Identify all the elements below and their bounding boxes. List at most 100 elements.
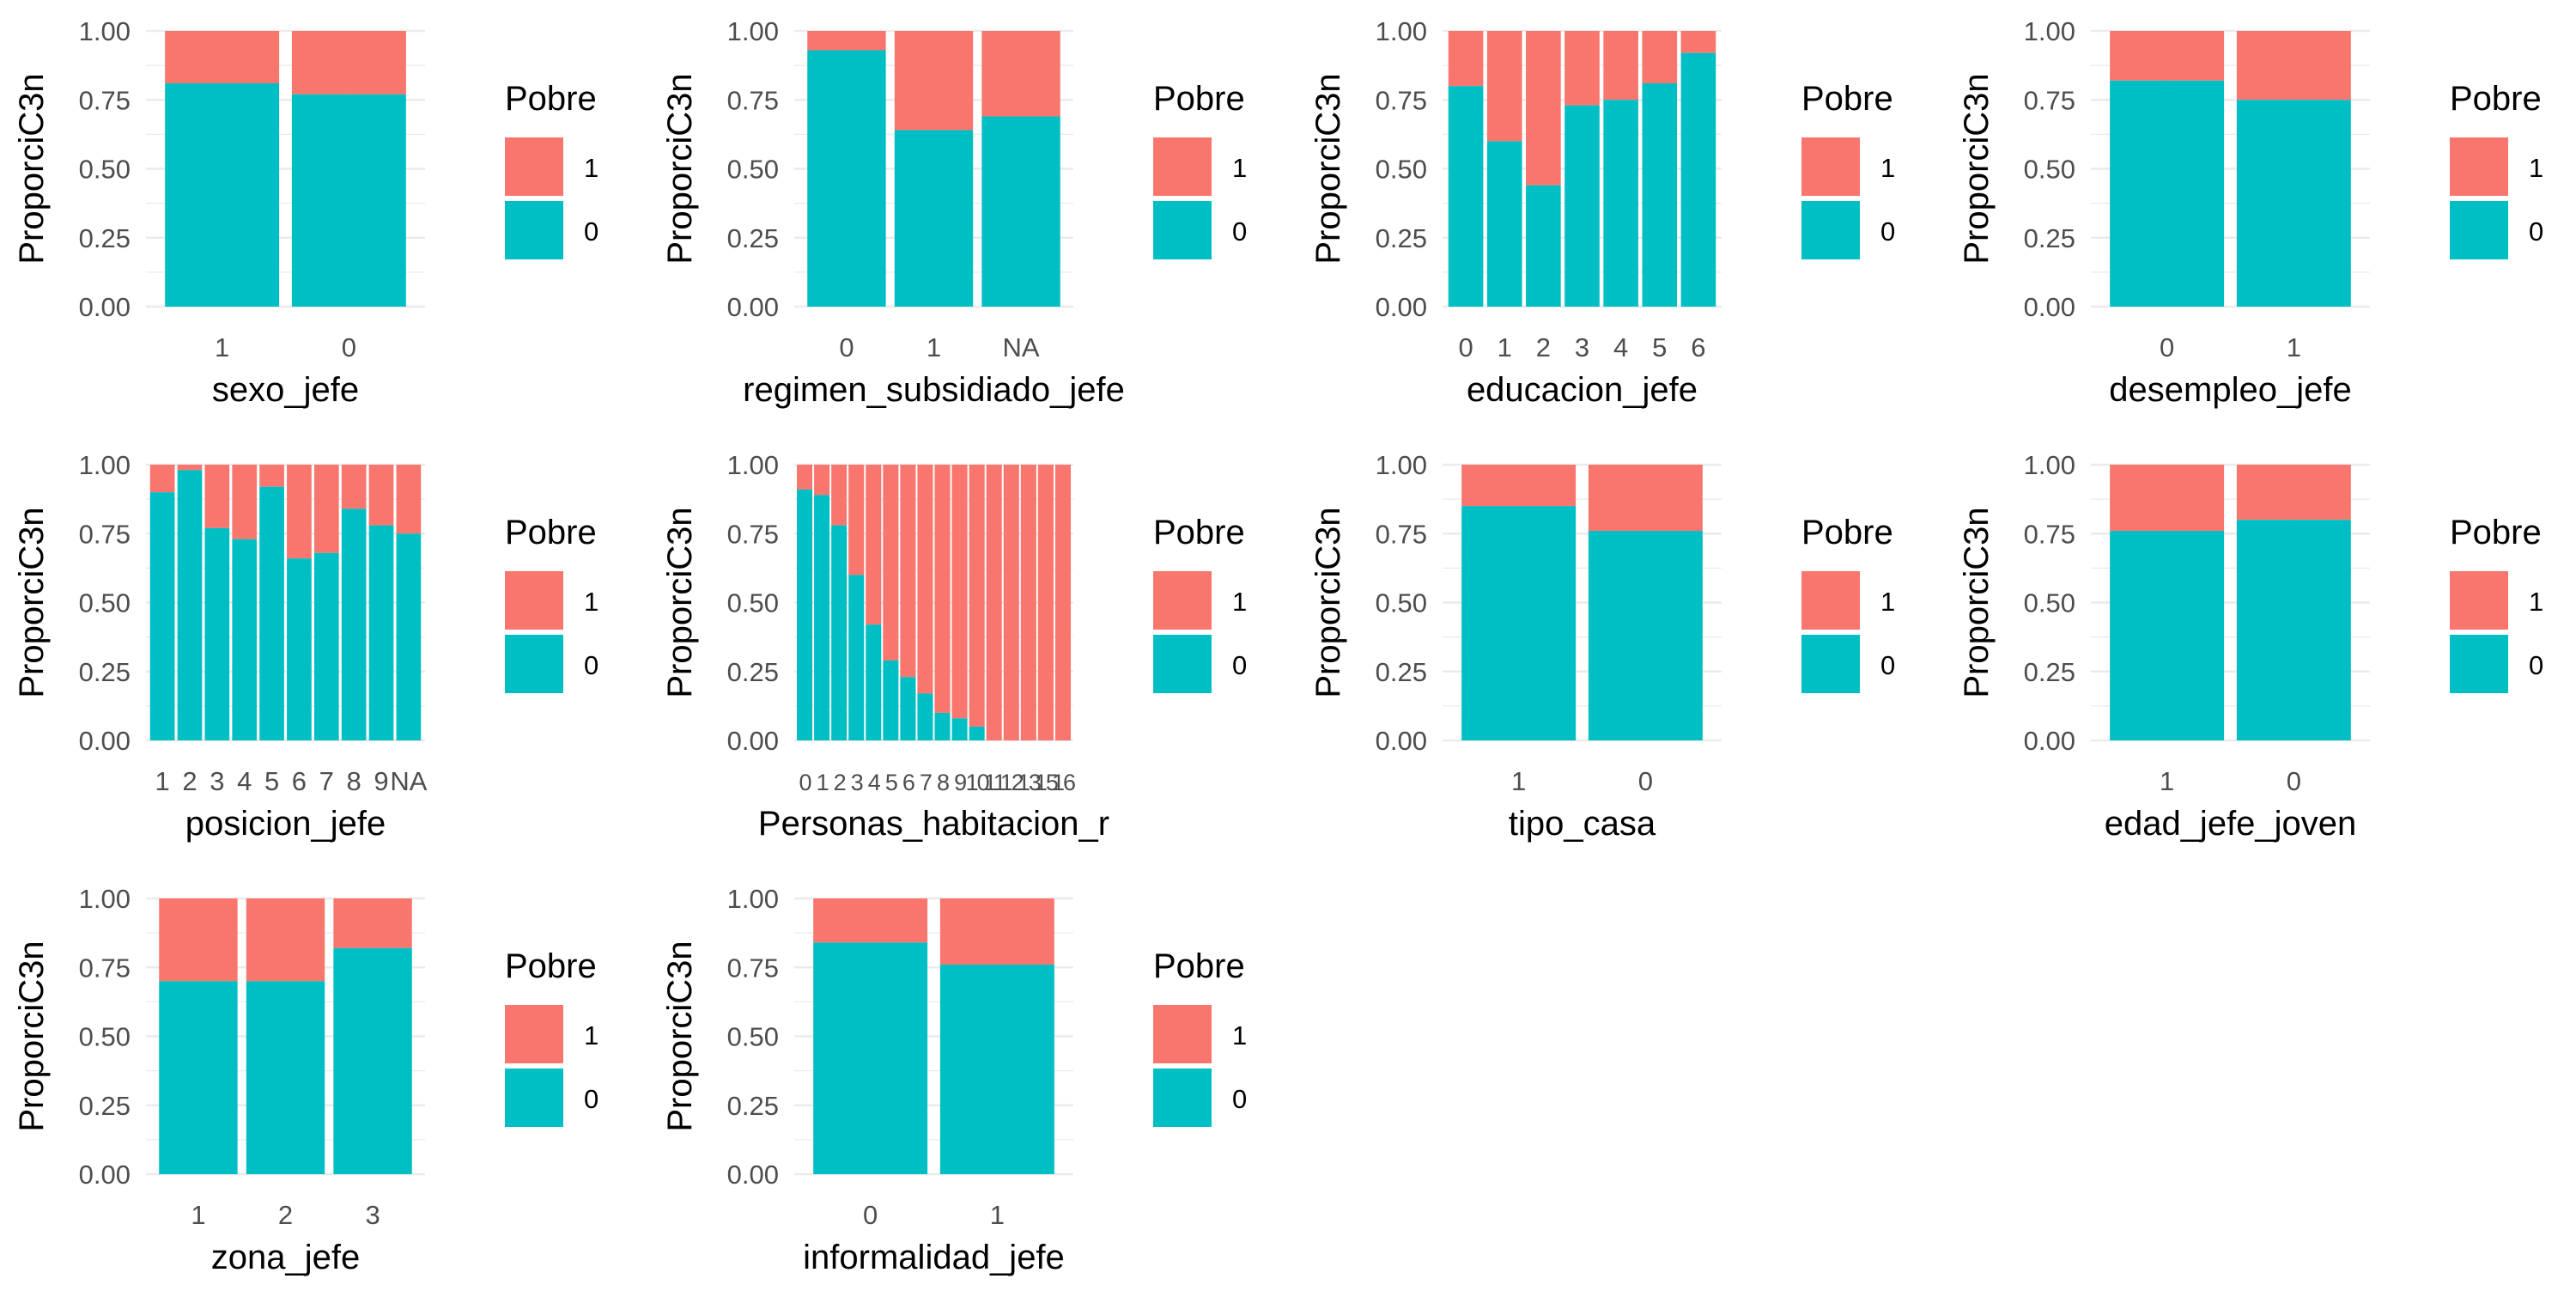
x-tick-label: 5 bbox=[885, 770, 897, 795]
chart-panel-educacion-jefe: 0.00 0.25 0.50 0.75 1.00 0 1 2 3 4 5 6 educacion_jef… bbox=[1297, 0, 1945, 429]
y-axis-title: ProporciC3n bbox=[1958, 73, 1996, 264]
bar-segment-pobre-0 bbox=[1486, 141, 1522, 307]
bars bbox=[2110, 31, 2351, 307]
legend: Pobre 1 0 bbox=[1801, 80, 1895, 259]
x-tick-label: 1 bbox=[191, 1200, 205, 1230]
chart-svg: 0.000.250.500.751.000 1desempleo_jefeProp… bbox=[1958, 16, 2543, 409]
x-tick-label: NA bbox=[1003, 332, 1040, 362]
legend: Pobre 1 0 bbox=[1153, 947, 1247, 1127]
x-tick-label: 6 bbox=[292, 766, 307, 796]
legend-title: Pobre bbox=[2450, 80, 2542, 118]
y-axis-title: ProporciC3n bbox=[13, 941, 51, 1131]
bar-segment-pobre-1 bbox=[1003, 465, 1019, 740]
legend-label: 1 bbox=[584, 587, 598, 617]
y-tick-labels: 0.00 0.25 0.50 0.75 1.00 bbox=[727, 884, 779, 1190]
legend-label: 1 bbox=[2529, 153, 2543, 183]
y-tick-label: 0.75 bbox=[1376, 519, 1427, 549]
y-axis-title: ProporciC3n bbox=[1958, 507, 1996, 697]
bar-segment-pobre-1 bbox=[1461, 465, 1577, 507]
bar-segment-pobre-1 bbox=[831, 465, 848, 526]
x-axis-title: sexo_jefe bbox=[212, 371, 359, 409]
legend-swatch bbox=[2450, 201, 2508, 259]
bar-segment-pobre-0 bbox=[2110, 80, 2225, 307]
bar-segment-pobre-0 bbox=[981, 116, 1060, 307]
y-tick-label: 1.00 bbox=[2024, 450, 2075, 480]
x-tick-label: 4 bbox=[868, 770, 881, 795]
bar-segment-pobre-0 bbox=[797, 489, 813, 740]
x-tick-label: 0 bbox=[2160, 332, 2174, 362]
x-tick-label: 0 bbox=[839, 332, 854, 362]
bar-segment-pobre-1 bbox=[1020, 465, 1036, 740]
x-tick-label: 1 bbox=[1498, 332, 1512, 362]
bar-segment-pobre-1 bbox=[894, 31, 974, 131]
y-tick-label: 0.25 bbox=[727, 1091, 779, 1121]
chart-svg: 0.000.250.500.751.001 2 3 4 5 6 7 8 9 NAposicion_… bbox=[13, 450, 598, 843]
x-tick-label: 10 bbox=[966, 770, 989, 795]
legend-label: 1 bbox=[584, 153, 598, 183]
y-tick-label: 0.00 bbox=[2024, 292, 2075, 322]
y-tick-label: 0.00 bbox=[79, 292, 131, 322]
y-tick-labels: 0.00 0.25 0.50 0.75 1.00 bbox=[79, 884, 131, 1190]
bar-segment-pobre-0 bbox=[291, 94, 406, 307]
bar-segment-pobre-0 bbox=[1588, 531, 1703, 740]
bar-segment-pobre-0 bbox=[939, 965, 1054, 1174]
x-tick-label: 5 bbox=[264, 766, 279, 796]
y-tick-label: 0.75 bbox=[727, 85, 779, 115]
x-tick-label: 0 bbox=[1638, 766, 1653, 796]
bar-segment-pobre-1 bbox=[807, 31, 886, 51]
legend: Pobre 1 0 bbox=[2450, 80, 2543, 259]
y-tick-label: 0.50 bbox=[2024, 588, 2075, 618]
bar-segment-pobre-0 bbox=[368, 525, 394, 740]
y-tick-label: 0.00 bbox=[1376, 726, 1427, 756]
legend-swatch bbox=[1153, 571, 1212, 630]
bar-segment-pobre-0 bbox=[831, 525, 848, 740]
legend-title: Pobre bbox=[505, 514, 597, 551]
legend-title: Pobre bbox=[1153, 947, 1245, 985]
bar-segment-pobre-1 bbox=[883, 465, 899, 661]
chart-svg: 0.000.250.500.751.000 1informalidad_jefeP… bbox=[661, 884, 1247, 1276]
bar-segment-pobre-0 bbox=[951, 718, 968, 740]
legend-label: 0 bbox=[584, 1084, 598, 1114]
y-tick-labels: 0.00 0.25 0.50 0.75 1.00 bbox=[727, 450, 779, 756]
y-tick-labels: 0.00 0.25 0.50 0.75 1.00 bbox=[79, 16, 131, 322]
x-tick-label: 0 bbox=[342, 332, 356, 362]
y-tick-label: 0.00 bbox=[727, 1160, 779, 1190]
y-tick-label: 0.25 bbox=[1376, 657, 1427, 687]
bar-segment-pobre-0 bbox=[204, 527, 230, 740]
legend-swatch bbox=[1153, 137, 1212, 196]
bar-segment-pobre-0 bbox=[1603, 100, 1638, 307]
bar-segment-pobre-0 bbox=[1564, 105, 1600, 307]
x-tick-label: 1 bbox=[1511, 766, 1526, 796]
bar-segment-pobre-0 bbox=[287, 558, 312, 740]
x-tick-label: 9 bbox=[374, 766, 388, 796]
y-tick-labels: 0.00 0.25 0.50 0.75 1.00 bbox=[1376, 16, 1427, 322]
legend-swatch bbox=[1801, 571, 1860, 630]
chart-svg: 0.000.250.500.751.001 0tipo_casaProporciC… bbox=[1309, 450, 1895, 843]
legend-label: 1 bbox=[1880, 153, 1895, 183]
bar-segment-pobre-0 bbox=[177, 470, 203, 740]
y-tick-label: 0.25 bbox=[79, 223, 131, 253]
bar-segment-pobre-1 bbox=[986, 465, 1002, 740]
legend-swatch bbox=[505, 1069, 563, 1127]
bar-segment-pobre-0 bbox=[159, 981, 238, 1174]
legend-label: 1 bbox=[584, 1020, 598, 1050]
bar-segment-pobre-1 bbox=[1564, 31, 1600, 106]
chart-svg: 0.000.250.500.751.001 0edad_jefe_jovenPro… bbox=[1958, 450, 2543, 843]
y-tick-label: 1.00 bbox=[727, 884, 779, 914]
legend-title: Pobre bbox=[505, 80, 597, 118]
legend-swatch bbox=[505, 137, 563, 196]
legend-swatch bbox=[1801, 635, 1860, 693]
legend-label: 1 bbox=[1232, 153, 1247, 183]
y-tick-label: 0.00 bbox=[2024, 726, 2075, 756]
x-axis-title: tipo_casa bbox=[1509, 805, 1656, 843]
y-tick-label: 0.25 bbox=[1376, 223, 1427, 253]
x-tick-label: 1 bbox=[817, 770, 829, 795]
legend-label: 0 bbox=[1880, 216, 1895, 247]
x-tick-label: 3 bbox=[210, 766, 224, 796]
y-tick-label: 0.75 bbox=[2024, 85, 2075, 115]
y-tick-label: 1.00 bbox=[79, 884, 131, 914]
y-tick-label: 0.00 bbox=[727, 292, 779, 322]
bars bbox=[2110, 465, 2351, 740]
